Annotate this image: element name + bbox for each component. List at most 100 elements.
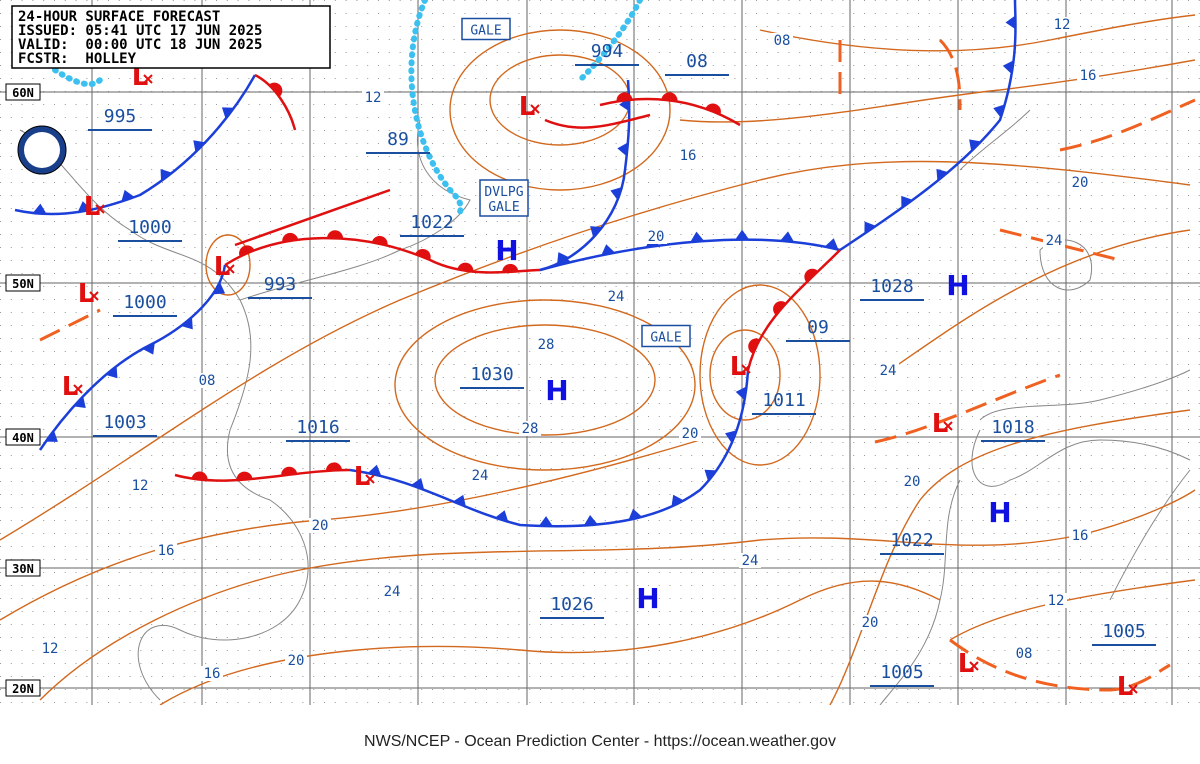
front-symbol xyxy=(121,189,135,202)
isobar-label-bg xyxy=(201,666,223,681)
isobar-label-bg xyxy=(155,543,177,558)
isobar-label: 24 xyxy=(742,553,759,569)
front-symbol xyxy=(457,262,474,272)
isobar-label: 28 xyxy=(522,421,539,437)
front-symbol xyxy=(105,366,118,379)
lat-label: 50N xyxy=(12,277,34,291)
front-symbol xyxy=(269,82,283,97)
isobar-label: 16 xyxy=(158,543,175,559)
isobar-label: 08 xyxy=(774,33,791,49)
front-symbol xyxy=(415,248,431,260)
front-symbol xyxy=(494,510,509,522)
isobar-label-bg xyxy=(362,90,384,105)
isobar-label-bg xyxy=(1043,233,1065,248)
front-symbol xyxy=(748,338,760,354)
lat-label-box xyxy=(5,428,41,446)
low-x xyxy=(95,204,105,214)
labels: 995 89 994 08 1000 1022 993 1000 1028 09 1030 1011 1… xyxy=(39,17,1156,702)
front-symbol xyxy=(824,238,839,250)
front-symbol xyxy=(45,430,58,442)
isobar-label-bg xyxy=(1077,68,1099,83)
low-center: L xyxy=(84,192,101,222)
header-line: ISSUED: 05:41 UTC 17 JUN 2025 xyxy=(18,23,262,39)
isobar-label-bg xyxy=(1069,528,1091,543)
pressure-label: 993 xyxy=(264,274,297,295)
front-symbol xyxy=(142,342,155,355)
front-symbol xyxy=(705,103,721,115)
header-box xyxy=(11,5,331,69)
front-symbol xyxy=(73,396,86,409)
low-center: L xyxy=(62,372,79,402)
warning-label: GALE xyxy=(650,331,681,346)
header-line: 24-HOUR SURFACE FORECAST xyxy=(18,9,220,25)
front-symbol xyxy=(617,142,628,157)
isobar-label: 16 xyxy=(680,148,697,164)
front-symbol xyxy=(590,226,603,238)
isobar-label: 20 xyxy=(648,229,665,245)
low-center: L xyxy=(932,409,949,439)
pressure-label: 1016 xyxy=(296,417,339,438)
front-symbol xyxy=(610,186,623,201)
low-x xyxy=(969,661,979,671)
isobar-label-bg xyxy=(1045,593,1067,608)
footer: NWS/NCEP - Ocean Prediction Center - htt… xyxy=(364,733,836,750)
fronts xyxy=(14,0,1017,528)
pressure-label: 1018 xyxy=(991,417,1034,438)
isobar-label-bg xyxy=(739,553,761,568)
warning-label: GALE xyxy=(488,200,519,215)
isobar-label-bg xyxy=(519,421,541,436)
lat-label-box xyxy=(5,83,41,101)
pressure-label: 1000 xyxy=(128,217,171,238)
isobar-label: 24 xyxy=(1046,233,1063,249)
low-center: L xyxy=(354,462,371,492)
front-symbol xyxy=(191,471,208,481)
high-center: H xyxy=(636,582,659,615)
pressure-label: 1030 xyxy=(470,364,513,385)
front-symbol xyxy=(411,478,425,490)
isobar-label-bg xyxy=(39,641,61,656)
ice-edges xyxy=(52,0,643,215)
isobar-label: 20 xyxy=(682,426,699,442)
warning-label: DVLPG xyxy=(484,185,523,200)
front-symbol xyxy=(282,232,299,243)
front-symbol xyxy=(326,462,343,471)
front-symbol xyxy=(601,244,616,256)
front-symbol xyxy=(221,107,235,119)
warm-front xyxy=(254,73,297,131)
lat-label-box xyxy=(5,679,41,697)
isobar-label: 20 xyxy=(312,518,329,534)
front-symbol xyxy=(864,221,876,234)
isobar-label: 16 xyxy=(1080,68,1097,84)
front-symbol xyxy=(452,494,466,507)
isobar-label: 20 xyxy=(288,653,305,669)
pressure-label: 1005 xyxy=(880,662,923,683)
warning-box xyxy=(641,324,691,348)
low-x xyxy=(943,421,953,431)
front-symbol xyxy=(661,92,678,102)
front-symbol xyxy=(690,231,705,243)
footer-band xyxy=(0,705,1200,764)
low-center: L xyxy=(730,352,747,382)
movement-arrow xyxy=(544,113,651,129)
lat-label: 60N xyxy=(12,86,34,100)
high-center: H xyxy=(946,269,969,302)
isobar-label: 12 xyxy=(365,90,382,106)
front-symbol xyxy=(239,245,255,257)
front-symbol xyxy=(181,317,193,330)
front-symbol xyxy=(583,515,598,526)
lat-label: 20N xyxy=(12,682,34,696)
lat-label: 40N xyxy=(12,431,34,445)
isobar-label-bg xyxy=(877,363,899,378)
front-symbol xyxy=(704,469,717,482)
front-symbol xyxy=(367,464,382,477)
low-x xyxy=(73,384,83,394)
low-x xyxy=(530,104,540,114)
isobar-label-bg xyxy=(196,373,218,388)
isobar-label: 12 xyxy=(132,478,149,494)
isobar-label: 12 xyxy=(1048,593,1065,609)
isobar-label-bg xyxy=(285,653,307,668)
pressure-label: 89 xyxy=(387,129,409,150)
isobar-label-bg xyxy=(859,615,881,630)
front-symbol xyxy=(371,235,388,246)
